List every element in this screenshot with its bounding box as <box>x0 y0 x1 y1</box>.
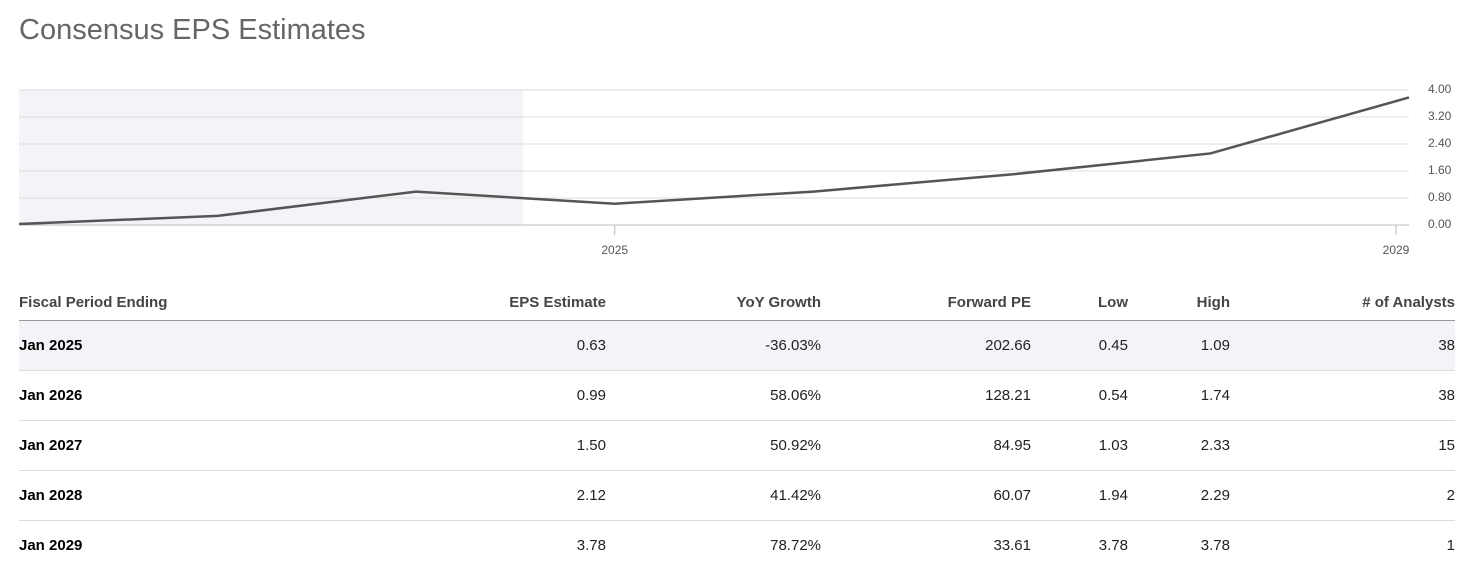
table-cell: Jan 2027 <box>19 420 439 471</box>
table-cell: 0.54 <box>1031 370 1128 421</box>
table-cell: 15 <box>1230 420 1455 471</box>
table-cell: 78.72% <box>770 537 821 554</box>
table-cell: 50.92% <box>606 420 821 471</box>
table-cell: 3.78 <box>1200 537 1230 554</box>
table-cell: 38 <box>1230 320 1455 371</box>
page-title: Consensus EPS Estimates <box>19 14 366 46</box>
table-cell: Jan 2028 <box>19 470 439 521</box>
table-cell: 38 <box>1230 370 1455 421</box>
eps-line <box>18 96 1410 226</box>
table-cell: 2 <box>1230 470 1455 521</box>
table-cell: 33.61 <box>993 537 1031 554</box>
table-cell: 1.03 <box>1031 420 1128 471</box>
column-header: EPS Estimate <box>439 285 606 321</box>
y-tick-label: 1.60 <box>1428 163 1452 177</box>
chart: 0.00 0.80 1.60 2.40 3.20 4.00 2025 2029 <box>18 82 1452 257</box>
table-cell: 1.94 <box>1031 470 1128 521</box>
table-cell: 2.29 <box>1128 470 1230 521</box>
table-cell: Jan 2029 <box>19 537 83 554</box>
table-cell: 84.95 <box>821 420 1031 471</box>
table-row: Jan 2028 2.12 41.42% 60.07 1.94 2.29 2 <box>19 470 1455 521</box>
table-cell: 1.50 <box>439 420 606 471</box>
estimates-table: Fiscal Period Ending EPS Estimate YoY Grow… <box>19 285 1455 570</box>
table-cell: Jan 2025 <box>19 320 439 371</box>
table-cell: 41.42% <box>606 470 821 521</box>
history-shade <box>19 90 523 225</box>
header-row: Fiscal Period Ending EPS Estimate YoY Grow… <box>19 285 1455 321</box>
table-cell: 1.09 <box>1128 320 1230 371</box>
column-header: Low <box>1031 285 1128 321</box>
table-cell: 58.06% <box>606 370 821 421</box>
y-tick-label: 0.80 <box>1428 190 1452 204</box>
table-cell: 202.66 <box>821 320 1031 371</box>
table-cell: 0.63 <box>439 320 606 371</box>
table-cell: Jan 2026 <box>19 370 439 421</box>
table-cell: 3.78 <box>1098 537 1128 554</box>
column-header: Fiscal Period Ending <box>19 285 439 321</box>
table-cell: 1.74 <box>1128 370 1230 421</box>
table-cell: 1 <box>1446 537 1455 554</box>
table-cell: 0.45 <box>1031 320 1128 371</box>
y-tick-label: 3.20 <box>1428 109 1452 123</box>
table-cell: 2.33 <box>1128 420 1230 471</box>
table-cell: 60.07 <box>821 470 1031 521</box>
column-header: YoY Growth <box>606 285 821 321</box>
table-cell: 0.99 <box>439 370 606 421</box>
table-cell: -36.03% <box>606 320 821 371</box>
y-tick-label: 4.00 <box>1428 82 1452 96</box>
x-tick-label: 2029 <box>1383 243 1410 257</box>
x-tick-label: 2025 <box>601 243 628 257</box>
y-tick-label: 0.00 <box>1428 217 1452 231</box>
y-tick-label: 2.40 <box>1428 136 1452 150</box>
table-row: Jan 2025 0.63 -36.03% 202.66 0.45 1.09 38 <box>19 320 1455 371</box>
table-row: Jan 2029 3.78 78.72% 33.61 3.78 3.78 1 <box>19 521 1455 571</box>
table-row: Jan 2027 1.50 50.92% 84.95 1.03 2.33 15 <box>19 420 1455 471</box>
table-cell: 2.12 <box>439 470 606 521</box>
table-row: Jan 2026 0.99 58.06% 128.21 0.54 1.74 38 <box>19 370 1455 421</box>
table-cell: 128.21 <box>821 370 1031 421</box>
table-cell: 3.78 <box>576 537 606 554</box>
column-header: # of Analysts <box>1230 285 1455 321</box>
column-header: High <box>1128 285 1230 321</box>
column-header: Forward PE <box>821 285 1031 321</box>
